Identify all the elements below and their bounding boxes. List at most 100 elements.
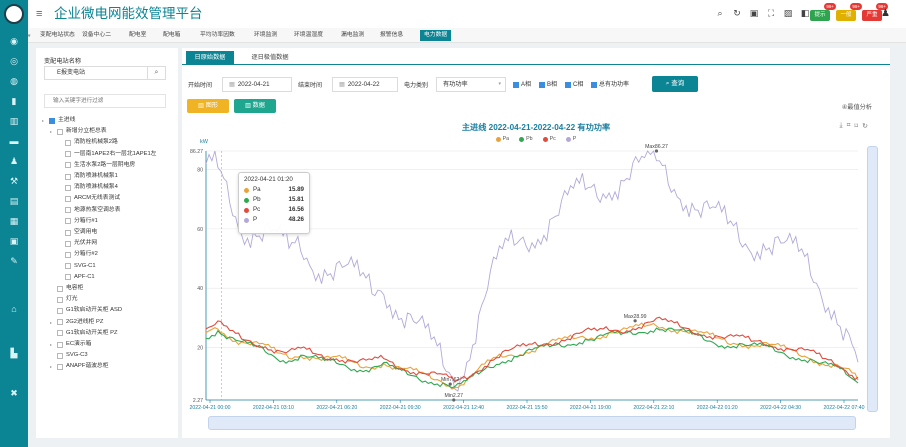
tree-checkbox[interactable] — [57, 330, 63, 337]
tree-node[interactable]: 光伏并网 — [58, 239, 97, 248]
tree-checkbox[interactable] — [65, 240, 71, 247]
power-type-select[interactable]: 有功功率 ▾ — [436, 77, 506, 92]
alarm-badge-info[interactable]: 提示 99+ — [810, 3, 836, 21]
phase-b-checkbox[interactable]: B相 — [539, 81, 557, 89]
vertical-zoom-slider[interactable] — [867, 146, 878, 412]
wrench-icon[interactable]: ✖ — [10, 388, 18, 398]
tree-checkbox[interactable] — [57, 352, 63, 359]
tree-checkbox[interactable] — [65, 151, 71, 158]
page-tab[interactable]: 配电室 — [129, 32, 147, 38]
home-icon[interactable]: ⌂ — [11, 304, 17, 314]
chart-view-button[interactable]: ▥ 图形 — [187, 99, 229, 113]
tree-checkbox[interactable] — [57, 341, 63, 348]
alarm-badge-normal[interactable]: 一般 99+ — [836, 3, 862, 21]
query-button[interactable]: ⌕ 查询 — [652, 76, 698, 92]
phase-a-checkbox[interactable]: A相 — [513, 81, 531, 89]
tree-node[interactable]: 消防喷淋机械泵1 — [58, 172, 118, 181]
tree-checkbox[interactable] — [65, 274, 71, 281]
tree-checkbox[interactable] — [65, 139, 71, 146]
legend-item[interactable]: Pa — [495, 136, 509, 142]
tree-checkbox[interactable] — [57, 307, 63, 314]
tree-node[interactable]: ▸ 主进线 — [42, 116, 75, 125]
expand-arrow-icon[interactable]: ▸ — [50, 129, 53, 135]
tab-daily-raw[interactable]: 日原始数据 — [186, 51, 234, 65]
start-date-input[interactable]: ▦ 2022-04-21 — [222, 77, 292, 92]
tree-checkbox[interactable] — [65, 184, 71, 191]
tree-node[interactable]: G1软启动开关柜 ASD — [50, 306, 122, 315]
tree-node[interactable]: 消防栓机械泵2路 — [58, 138, 118, 147]
tree-checkbox[interactable] — [57, 319, 63, 326]
tree-node[interactable]: 分箱行#2 — [58, 250, 98, 259]
person-icon[interactable]: ♟ — [9, 156, 19, 166]
tree-node[interactable]: 空调用电 — [58, 228, 97, 237]
zoom-reset-icon[interactable]: ⌑ — [854, 123, 859, 130]
alarm-badge-severe[interactable]: 严重 99+ — [862, 3, 888, 21]
search-icon[interactable]: ⌕ — [717, 8, 723, 18]
fullscreen-icon[interactable]: ⛶ — [767, 8, 775, 18]
page-tab[interactable]: 漏电监测 — [341, 32, 365, 38]
search-icon[interactable]: ⌕ — [147, 67, 165, 79]
page-tab[interactable]: 电力数据 — [420, 30, 452, 41]
station-select[interactable]: E报变电站 ⌕ — [44, 66, 166, 80]
page-tab[interactable]: 变配电站状态 — [40, 32, 75, 38]
refresh-icon[interactable]: ↻ — [733, 8, 741, 18]
save-icon[interactable]: ▣ — [749, 8, 759, 18]
user-icon[interactable]: ♟ — [881, 8, 890, 19]
tree-node[interactable]: 消防喷淋机械泵4 — [58, 183, 118, 192]
tree-node[interactable]: SVG-C3 — [50, 351, 88, 360]
tree-node[interactable]: 地源热泵空调总表 — [58, 206, 120, 215]
tree-checkbox[interactable] — [57, 296, 63, 303]
globe-icon[interactable]: ◍ — [10, 76, 18, 86]
total-power-checkbox[interactable]: 总有功功率 — [591, 81, 629, 89]
dashboard-icon[interactable]: ◉ — [10, 36, 18, 46]
restore-icon[interactable]: ↻ — [862, 123, 868, 130]
page-tab[interactable]: 设备中心二 — [82, 32, 111, 38]
tree-checkbox[interactable] — [57, 363, 63, 370]
page-tab[interactable]: 报警信息 — [380, 32, 404, 38]
tool-icon[interactable]: ⚒ — [9, 176, 19, 186]
target-icon[interactable]: ◎ — [10, 56, 18, 66]
folder-icon[interactable]: ▬ — [9, 136, 19, 146]
tab-daily-extreme[interactable]: 逐日极值数据 — [251, 54, 289, 61]
building-icon[interactable]: ▙ — [10, 348, 18, 358]
horizontal-zoom-slider[interactable] — [208, 416, 856, 430]
tree-node[interactable]: ▸ 2G2进线柜 PZ — [50, 318, 103, 327]
page-tab[interactable]: 配电箱 — [163, 32, 181, 38]
expand-arrow-icon[interactable]: ▸ — [42, 118, 45, 123]
chat-icon[interactable]: ◧ — [800, 8, 810, 18]
page-tab[interactable]: 环境监测 — [254, 32, 278, 38]
expand-arrow-icon[interactable]: ▸ — [50, 319, 53, 325]
tree-node[interactable]: 分箱行#1 — [58, 217, 98, 226]
legend-item[interactable]: P — [565, 136, 576, 142]
download-icon[interactable]: ⤓ — [839, 122, 843, 129]
phase-c-checkbox[interactable]: C相 — [565, 81, 583, 89]
tree-checkbox[interactable] — [65, 207, 71, 214]
end-date-input[interactable]: ▦ 2022-04-22 — [332, 77, 398, 92]
tree-node[interactable]: ▸ ANAPF谐波总柜 — [50, 362, 109, 371]
bar-chart-icon[interactable]: ▥ — [9, 116, 19, 126]
tree-checkbox[interactable] — [65, 218, 71, 225]
tree-node[interactable]: 电容柜 — [50, 284, 83, 293]
page-tab[interactable]: 环境温湿度 — [294, 32, 323, 38]
tree-checkbox[interactable] — [57, 128, 63, 135]
page-tab[interactable]: 平均功率因数 — [200, 32, 235, 38]
tree-checkbox[interactable] — [65, 162, 71, 169]
tree-checkbox[interactable] — [65, 229, 71, 236]
tree-node[interactable]: ▸ EC演示箱 — [50, 340, 91, 349]
legend-item[interactable]: Pb — [519, 136, 533, 142]
expand-arrow-icon[interactable]: ▸ — [50, 364, 53, 370]
tree-node[interactable]: SVG-C1 — [58, 262, 96, 271]
document-icon[interactable]: ▤ — [9, 196, 19, 206]
tree-checkbox[interactable] — [65, 195, 71, 202]
expand-arrow-icon[interactable]: ▸ — [50, 342, 53, 347]
tree-node[interactable]: ▸ 新增分立柜总表 — [50, 127, 107, 136]
legend-item[interactable]: Pc — [542, 136, 556, 142]
edit-icon[interactable]: ✎ — [10, 256, 18, 266]
tree-filter-input[interactable] — [44, 94, 166, 108]
extreme-analysis-link[interactable]: ④最值分析 — [841, 104, 872, 111]
tree-node[interactable]: G1软启动开关柜 PZ — [50, 329, 118, 338]
tree-node[interactable]: 生活水泵2路一层阴电房 — [58, 161, 135, 170]
calendar-icon[interactable]: ▣ — [9, 236, 19, 246]
tree-node[interactable]: 一层南1APE2右一层北1APE1左 — [58, 150, 156, 159]
book-icon[interactable]: ▮ — [11, 96, 17, 106]
